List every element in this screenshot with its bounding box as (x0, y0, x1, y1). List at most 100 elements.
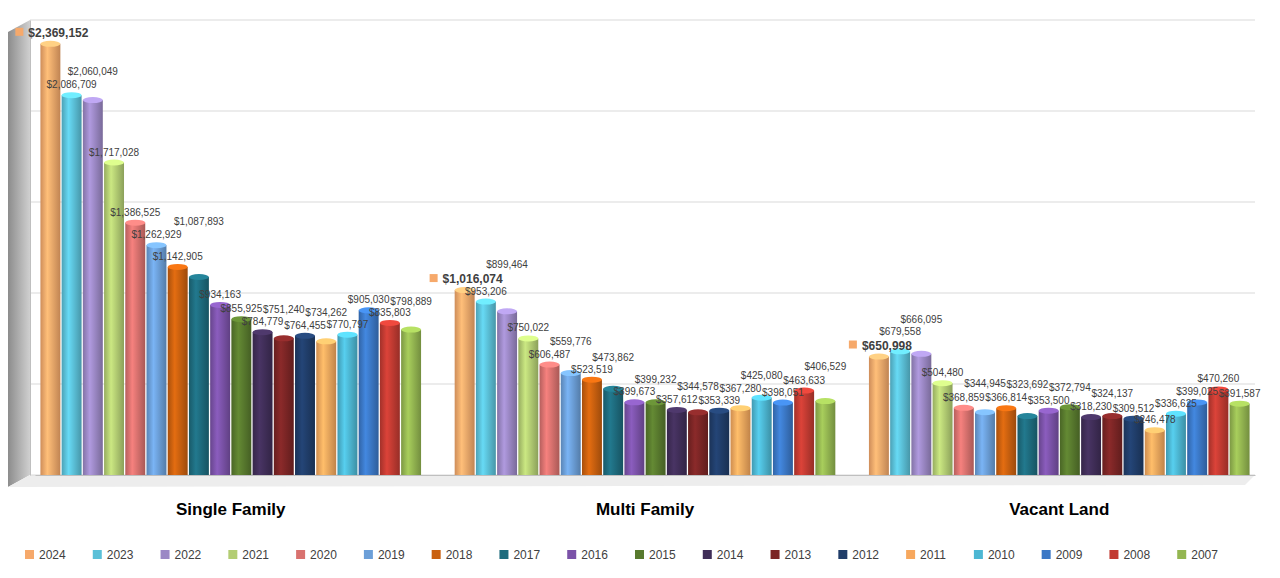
bar (401, 330, 421, 475)
bar-top (996, 405, 1016, 411)
series (40, 41, 888, 475)
legend-label: 2015 (649, 548, 676, 562)
bar (869, 357, 889, 475)
legend-item: 2021 (228, 548, 269, 562)
bar-top (497, 308, 517, 314)
bar-top (1081, 414, 1101, 420)
series (380, 320, 1228, 475)
legend-label: 2011 (920, 548, 946, 562)
data-label: $399,673 (614, 386, 656, 397)
data-label: $246,478 (1134, 414, 1176, 425)
bar-top (168, 264, 188, 270)
series (104, 160, 952, 475)
legend-swatch (771, 550, 780, 559)
data-label: $367,280 (720, 383, 762, 394)
data-label: $357,612 (656, 394, 698, 405)
legend-item: 2024 (25, 548, 66, 562)
data-label: $1,142,905 (153, 251, 203, 262)
legend-label: 2019 (378, 548, 405, 562)
legend-swatch (25, 550, 34, 559)
bar (62, 95, 82, 475)
legend-item: 2022 (161, 548, 202, 562)
data-label: $606,487 (529, 349, 571, 360)
bar (274, 338, 294, 475)
data-label: $2,060,049 (68, 66, 118, 77)
legend-swatch (499, 550, 508, 559)
data-label: $391,587 (1219, 388, 1261, 399)
bar (1208, 389, 1228, 475)
data-label: $1,087,893 (174, 216, 224, 227)
data-label: $324,137 (1091, 388, 1133, 399)
data-label: $2,086,709 (47, 79, 97, 90)
grid-line (30, 111, 1255, 112)
bar (794, 391, 814, 475)
legend-item: 2018 (432, 548, 473, 562)
label-marker (430, 274, 438, 282)
legend-swatch (1042, 550, 1051, 559)
bar (709, 411, 729, 475)
data-label: $953,206 (465, 286, 507, 297)
tick: Vacant Land (1009, 475, 1109, 519)
legend-label: 2014 (717, 548, 744, 562)
legend-label: 2023 (107, 548, 134, 562)
bar-top (476, 299, 496, 305)
legend-item: 2009 (1042, 548, 1083, 562)
bar-top (83, 97, 103, 103)
series (359, 307, 1207, 475)
legend-swatch (974, 550, 983, 559)
bar (125, 223, 145, 475)
bar-top (954, 405, 974, 411)
bar (455, 290, 475, 475)
data-label: $679,558 (879, 326, 921, 337)
legend-item: 2014 (703, 548, 744, 562)
series (125, 220, 973, 475)
bar (1017, 416, 1037, 475)
category-label: Multi Family (596, 500, 695, 519)
bar-top (518, 335, 538, 341)
data-label: $1,386,525 (110, 207, 160, 218)
bar-top (401, 327, 421, 333)
bar (815, 401, 835, 475)
legend-label: 2024 (39, 548, 66, 562)
data-label: $899,464 (486, 259, 528, 270)
legend-item: 2020 (296, 548, 337, 562)
legend-item: 2016 (567, 548, 608, 562)
series (147, 242, 995, 475)
data-label: $666,095 (900, 314, 942, 325)
series (62, 92, 910, 475)
label-marker (849, 341, 857, 349)
legend-label: 2018 (446, 548, 473, 562)
series (337, 332, 1185, 475)
data-label: $1,016,074 (443, 272, 503, 286)
data-label: $751,240 (263, 304, 305, 315)
bar-top (125, 220, 145, 226)
bar-top (1017, 413, 1037, 419)
bar-top (624, 399, 644, 405)
data-label: $2,369,152 (28, 26, 88, 40)
series (168, 264, 1016, 475)
legend-item: 2008 (1109, 548, 1150, 562)
bar (189, 277, 209, 475)
data-label: $399,025 (1176, 386, 1218, 397)
data-label: $784,779 (242, 316, 284, 327)
category-label: Single Family (176, 500, 286, 519)
legend-item: 2015 (635, 548, 676, 562)
data-label: $368,859 (943, 392, 985, 403)
legend: 2024202320222021202020192018201720162015… (25, 548, 1218, 562)
bar-top (62, 92, 82, 98)
legend-label: 2009 (1056, 548, 1083, 562)
bar (954, 408, 974, 475)
bar-top (582, 377, 602, 383)
bar (688, 412, 708, 475)
bar (1187, 402, 1207, 475)
data-label: $366,814 (985, 392, 1027, 403)
legend-item: 2013 (771, 548, 812, 562)
data-label: $1,262,929 (131, 229, 181, 240)
series (316, 338, 1164, 475)
legend-swatch (364, 550, 373, 559)
bar (582, 380, 602, 475)
legend-item: 2023 (93, 548, 134, 562)
legend-swatch (161, 550, 170, 559)
data-label: $650,998 (862, 339, 912, 353)
bar (890, 351, 910, 475)
